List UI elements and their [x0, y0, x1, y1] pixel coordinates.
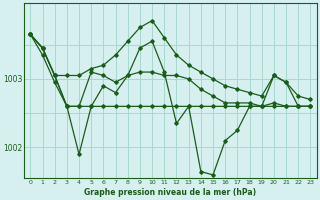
X-axis label: Graphe pression niveau de la mer (hPa): Graphe pression niveau de la mer (hPa): [84, 188, 256, 197]
